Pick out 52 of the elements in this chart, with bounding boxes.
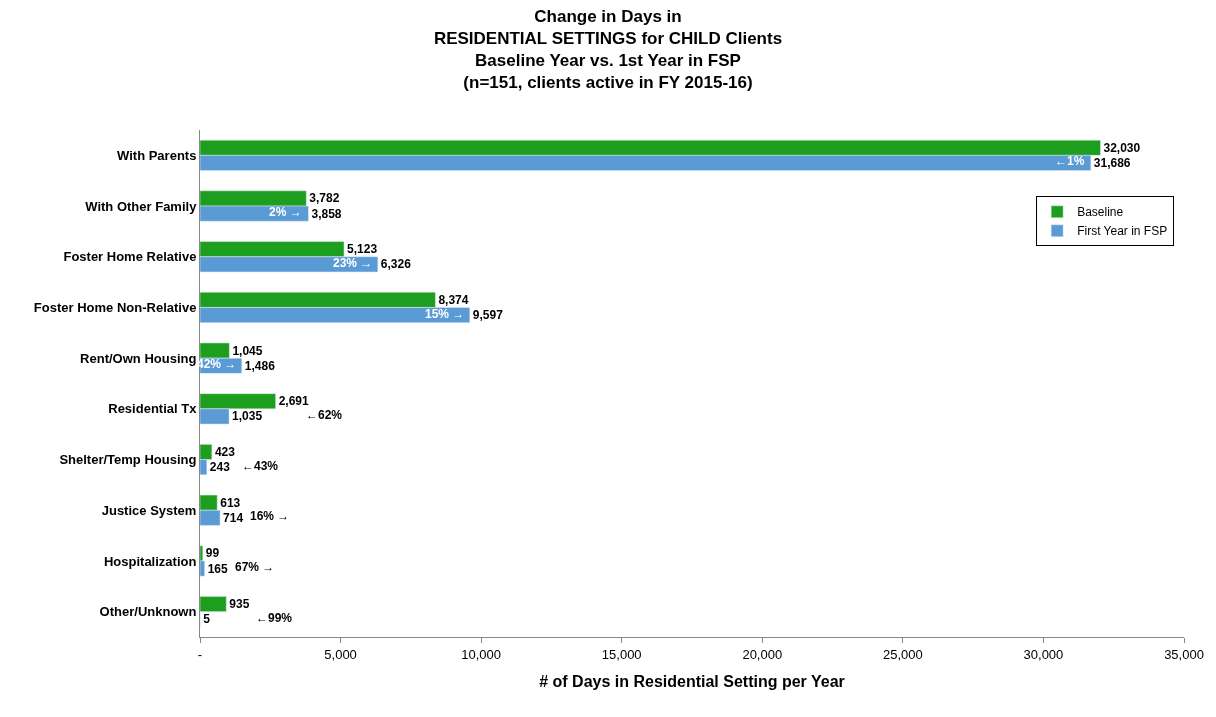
- annotation: 67% →: [235, 560, 275, 574]
- x-tick-label: 20,000: [742, 646, 783, 662]
- data-label: 165: [207, 561, 228, 576]
- annotation: ←99%: [256, 611, 293, 625]
- y-tick-label: Rent/Own Housing: [80, 350, 197, 366]
- y-tick-label: With Parents: [117, 147, 197, 163]
- y-tick-label: Justice System: [101, 502, 197, 518]
- data-label: 423: [214, 444, 236, 459]
- data-label: 3,782: [309, 191, 340, 206]
- data-label: 714: [223, 510, 244, 525]
- y-tick-label: Foster Home Non-Relative: [33, 300, 197, 315]
- annotation: 15% →: [425, 307, 465, 321]
- y-tick-label: Hospitalization: [103, 553, 197, 569]
- data-label: 32,030: [1103, 140, 1141, 155]
- annotation: 2% →: [269, 205, 302, 219]
- annotation: ←62%: [306, 408, 343, 422]
- data-label: 31,686: [1093, 155, 1131, 170]
- data-label: 5: [203, 612, 211, 627]
- annotation: ←1%: [1055, 154, 1085, 168]
- data-label: 5,123: [347, 242, 378, 257]
- y-tick-label: Foster Home Relative: [63, 249, 197, 265]
- y-tick-label: Residential Tx: [108, 401, 198, 417]
- data-label: 6,326: [380, 257, 412, 272]
- data-label: 1,486: [244, 358, 276, 373]
- data-label: 9,597: [472, 308, 504, 323]
- annotation: 16% →: [250, 509, 290, 523]
- data-label: 3,858: [311, 206, 342, 221]
- data-label: 1,035: [232, 409, 263, 424]
- data-label: 8,374: [438, 292, 469, 307]
- y-tick-label: Other/Unknown: [99, 604, 197, 620]
- data-label: 935: [229, 597, 250, 612]
- data-label: 613: [220, 495, 241, 510]
- x-tick-label: 35,000: [1164, 646, 1204, 662]
- x-tick-label: 25,000: [882, 646, 923, 662]
- data-label: 243: [209, 460, 231, 475]
- annotation: ←43%: [242, 459, 279, 473]
- data-label: 99: [205, 546, 220, 561]
- annotation: 23% →: [333, 256, 373, 270]
- annotation: 42% →: [197, 357, 237, 371]
- data-label: 2,691: [278, 394, 310, 409]
- x-axis-title: # of Days in Residential Setting per Year: [539, 673, 845, 691]
- legend-label: First Year in FSP: [1077, 224, 1168, 239]
- legend-label: Baseline: [1077, 205, 1124, 220]
- x-tick-label: 30,000: [1023, 646, 1064, 662]
- x-tick-label: 15,000: [601, 646, 642, 662]
- data-label: 1,045: [232, 343, 263, 358]
- x-tick-label: 10,000: [461, 646, 502, 662]
- y-tick-label: With Other Family: [85, 198, 198, 214]
- y-tick-label: Shelter/Temp Housing: [59, 452, 197, 468]
- x-tick-label: 5,000: [324, 646, 357, 662]
- x-tick-label: -: [197, 646, 203, 662]
- chart-title: Change in Days in RESIDENTIAL SETTINGS for CHILD Clients Baseline Year vs. 1st Year in FSP (n=151, clients active in FY 2015-16): [433, 6, 783, 92]
